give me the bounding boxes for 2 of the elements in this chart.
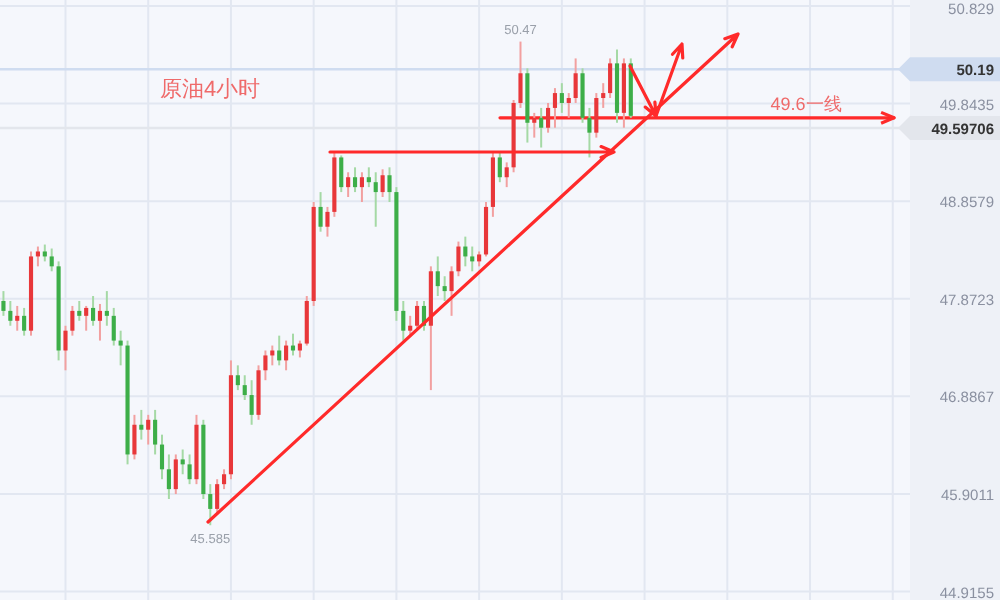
annotation: 原油4小时 — [160, 76, 261, 102]
ref-line-label: 49.6一线 — [770, 93, 842, 114]
